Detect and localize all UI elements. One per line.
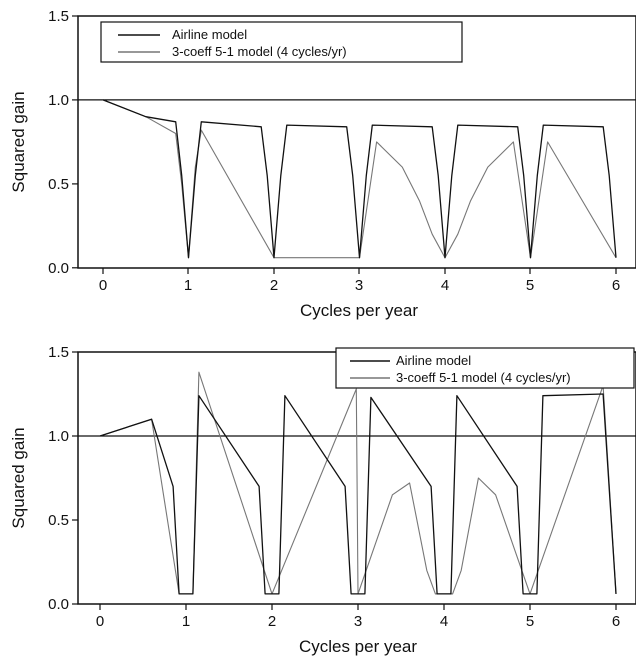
bottom-y-ticks: 1.5 1.0 0.5 0.0 — [48, 344, 78, 613]
top-x-tick-label: 5 — [526, 277, 534, 294]
bottom-x-tick-label: 3 — [354, 613, 362, 630]
top-legend-label-3coeff: 3-coeff 5-1 model (4 cycles/yr) — [172, 44, 347, 59]
top-legend: Airline model 3-coeff 5-1 model (4 cycle… — [100, 21, 463, 63]
top-y-axis-title: Squared gain — [9, 91, 28, 192]
bottom-chart-panel: 1.5 1.0 0.5 0.0 0 1 2 3 4 5 6 Cycles per… — [9, 344, 636, 656]
top-x-tick-label: 1 — [184, 277, 192, 294]
bottom-y-tick-label: 1.5 — [48, 344, 69, 361]
top-series-group — [102, 99, 617, 259]
bottom-y-tick-label: 0.0 — [48, 596, 69, 613]
top-y-tick-label: 0.0 — [48, 260, 69, 277]
top-chart-panel: 1.5 1.0 0.5 0.0 0 1 2 3 4 5 6 Cycles per… — [9, 8, 636, 320]
bottom-x-tick-label: 0 — [96, 613, 104, 630]
bottom-series-group — [99, 371, 617, 595]
top-series-3coeff-line — [102, 99, 617, 259]
top-x-tick-label: 6 — [612, 277, 620, 294]
bottom-x-ticks: 0 1 2 3 4 5 6 — [96, 604, 620, 630]
bottom-y-tick-label: 1.0 — [48, 428, 69, 445]
bottom-legend-label-3coeff: 3-coeff 5-1 model (4 cycles/yr) — [396, 370, 571, 385]
top-plot-frame — [77, 15, 636, 269]
top-x-ticks: 0 1 2 3 4 5 6 — [99, 268, 620, 294]
bottom-x-tick-label: 4 — [440, 613, 448, 630]
bottom-legend-label-airline: Airline model — [396, 353, 471, 368]
top-y-ticks: 1.5 1.0 0.5 0.0 — [48, 8, 78, 277]
bottom-x-tick-label: 6 — [612, 613, 620, 630]
bottom-x-tick-label: 2 — [268, 613, 276, 630]
top-y-tick-label: 1.0 — [48, 92, 69, 109]
top-x-tick-label: 0 — [99, 277, 107, 294]
bottom-legend-box — [335, 347, 635, 389]
bottom-y-tick-label: 0.5 — [48, 512, 69, 529]
top-y-tick-label: 1.5 — [48, 8, 69, 25]
top-x-tick-label: 2 — [270, 277, 278, 294]
top-series-airline-line — [102, 99, 617, 259]
top-legend-label-airline: Airline model — [172, 27, 247, 42]
bottom-x-axis-title: Cycles per year — [299, 637, 417, 656]
bottom-series-airline-line — [99, 393, 617, 595]
bottom-x-tick-label: 1 — [182, 613, 190, 630]
top-x-axis-title: Cycles per year — [300, 301, 418, 320]
bottom-legend: Airline model 3-coeff 5-1 model (4 cycle… — [335, 347, 635, 389]
bottom-x-tick-label: 5 — [526, 613, 534, 630]
top-x-tick-label: 4 — [441, 277, 449, 294]
top-y-tick-label: 0.5 — [48, 176, 69, 193]
bottom-y-axis-title: Squared gain — [9, 427, 28, 528]
top-x-tick-label: 3 — [355, 277, 363, 294]
top-legend-box — [100, 21, 463, 63]
